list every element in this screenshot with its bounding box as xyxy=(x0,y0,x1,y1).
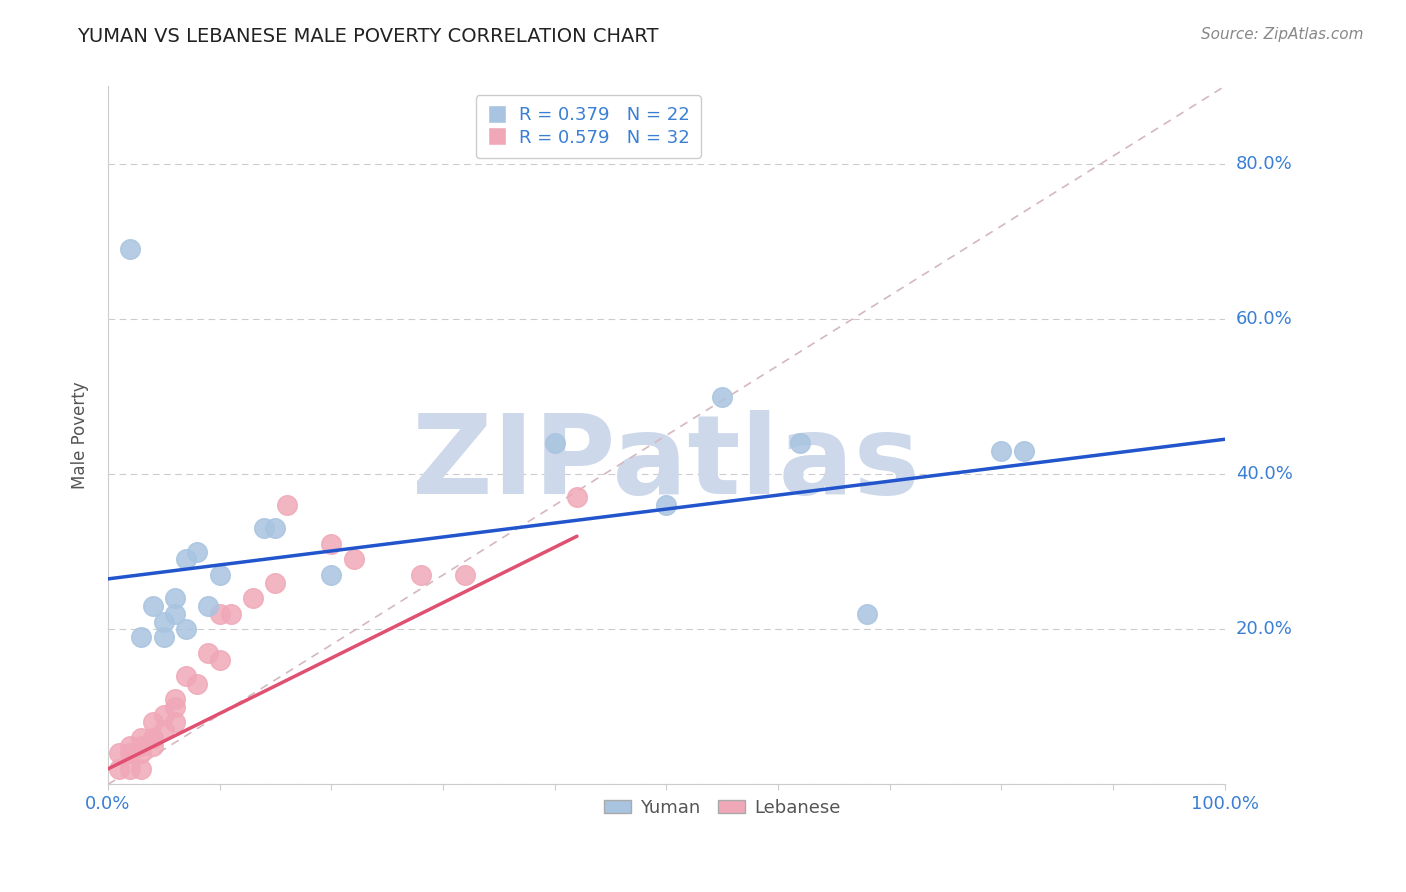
Point xyxy=(242,591,264,606)
Point xyxy=(174,622,197,636)
Point xyxy=(163,699,186,714)
Point xyxy=(163,607,186,621)
Point xyxy=(131,762,153,776)
Point xyxy=(197,599,219,613)
Legend: Yuman, Lebanese: Yuman, Lebanese xyxy=(596,792,848,824)
Point xyxy=(264,521,287,535)
Point xyxy=(321,568,343,582)
Point xyxy=(120,739,142,753)
Point xyxy=(565,491,588,505)
Point xyxy=(131,731,153,745)
Point xyxy=(197,646,219,660)
Point xyxy=(711,390,734,404)
Point xyxy=(142,599,165,613)
Point xyxy=(208,653,231,667)
Text: 40.0%: 40.0% xyxy=(1236,465,1292,483)
Point xyxy=(142,715,165,730)
Point xyxy=(789,436,811,450)
Point xyxy=(120,762,142,776)
Point xyxy=(219,607,242,621)
Point xyxy=(856,607,879,621)
Text: 60.0%: 60.0% xyxy=(1236,310,1292,328)
Y-axis label: Male Poverty: Male Poverty xyxy=(72,382,89,489)
Point xyxy=(186,676,208,690)
Point xyxy=(108,747,131,761)
Point xyxy=(321,537,343,551)
Point xyxy=(174,669,197,683)
Text: 20.0%: 20.0% xyxy=(1236,620,1292,639)
Point xyxy=(163,591,186,606)
Point xyxy=(163,692,186,706)
Point xyxy=(454,568,477,582)
Point xyxy=(153,723,176,738)
Text: ZIPatlas: ZIPatlas xyxy=(412,409,920,516)
Point xyxy=(186,545,208,559)
Point xyxy=(276,498,298,512)
Point xyxy=(1012,444,1035,458)
Point xyxy=(142,731,165,745)
Text: YUMAN VS LEBANESE MALE POVERTY CORRELATION CHART: YUMAN VS LEBANESE MALE POVERTY CORRELATI… xyxy=(77,27,659,45)
Text: 80.0%: 80.0% xyxy=(1236,155,1292,173)
Text: Source: ZipAtlas.com: Source: ZipAtlas.com xyxy=(1201,27,1364,42)
Point xyxy=(208,568,231,582)
Point xyxy=(153,707,176,722)
Point xyxy=(131,630,153,644)
Point xyxy=(131,747,153,761)
Point xyxy=(120,747,142,761)
Point xyxy=(120,242,142,256)
Point xyxy=(142,731,165,745)
Point xyxy=(208,607,231,621)
Point xyxy=(655,498,678,512)
Point xyxy=(108,762,131,776)
Point xyxy=(153,615,176,629)
Point xyxy=(990,444,1012,458)
Point xyxy=(163,715,186,730)
Point xyxy=(131,739,153,753)
Point xyxy=(409,568,432,582)
Point xyxy=(253,521,276,535)
Point xyxy=(174,552,197,566)
Point xyxy=(264,575,287,590)
Point xyxy=(142,739,165,753)
Point xyxy=(543,436,565,450)
Point xyxy=(343,552,366,566)
Point xyxy=(153,630,176,644)
